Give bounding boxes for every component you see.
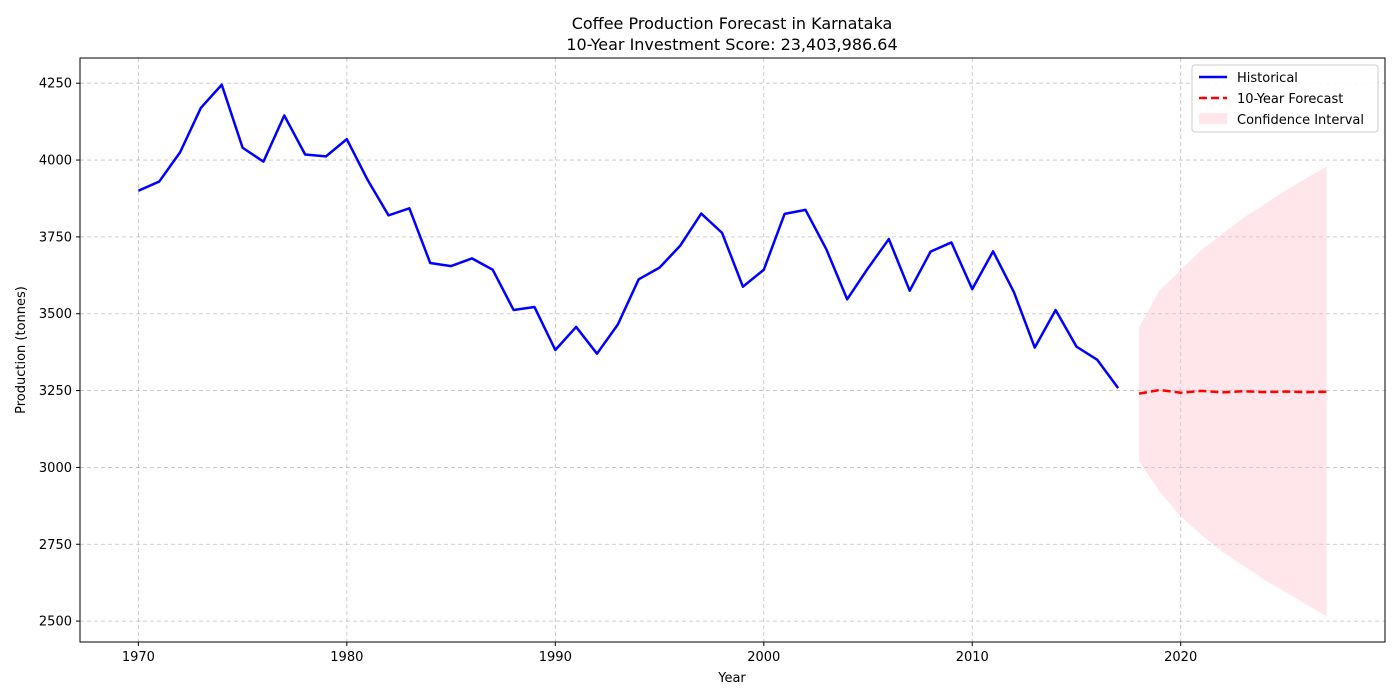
plot-area-frame (79, 57, 1386, 643)
y-tick-label: 4250 (39, 77, 72, 92)
x-tick-label: 1990 (539, 650, 572, 665)
x-axis-title: Year (717, 671, 746, 686)
confidence-band-layer (1139, 166, 1327, 617)
historical-line (137, 83, 1120, 389)
grid-lines (80, 58, 1385, 642)
y-axis-title: Production (tonnes) (14, 286, 29, 414)
legend-confidence-swatch (1199, 113, 1227, 124)
series-layer (137, 83, 1327, 395)
x-tick-label: 2000 (747, 650, 780, 665)
legend-confidence-label: Confidence Interval (1237, 113, 1364, 128)
y-tick-label: 3250 (39, 384, 72, 399)
x-tick-label: 2010 (956, 650, 989, 665)
confidence-interval-band (1139, 166, 1327, 617)
legend: Historical 10-Year Forecast Confidence I… (1191, 64, 1379, 133)
chart-subtitle: 10-Year Investment Score: 23,403,986.64 (566, 35, 897, 54)
legend-forecast-label: 10-Year Forecast (1237, 92, 1343, 107)
y-tick-label: 2500 (39, 615, 72, 630)
y-tick-label: 4000 (39, 154, 72, 169)
chart-title: Coffee Production Forecast in Karnataka (572, 14, 893, 33)
y-tick-label: 3500 (39, 307, 72, 322)
y-tick-label: 3000 (39, 461, 72, 476)
legend-historical-label: Historical (1237, 71, 1298, 86)
forecast-line (1138, 388, 1327, 395)
x-tick-label: 2020 (1164, 650, 1197, 665)
x-tick-label: 1980 (330, 650, 363, 665)
y-tick-label: 2750 (39, 538, 72, 553)
y-tick-label: 3750 (39, 230, 72, 245)
legend-box (1191, 64, 1379, 133)
x-tick-label: 1970 (122, 650, 155, 665)
axis-ticks: 1970 1980 1990 2000 2010 2020 2500 2750 3000 3250… (39, 77, 1197, 665)
